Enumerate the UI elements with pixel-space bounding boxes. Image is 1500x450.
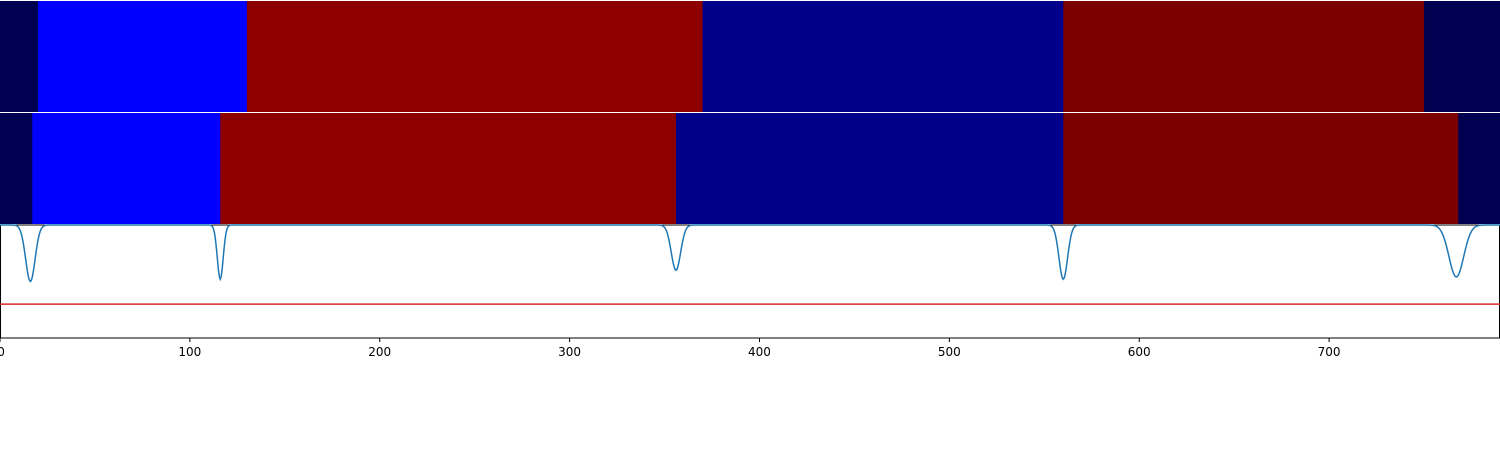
x-tick-label-400: 400 <box>748 345 771 359</box>
track-2 <box>0 113 1500 224</box>
x-tick-label-500: 500 <box>938 345 961 359</box>
track-1-segment-2 <box>37 1 248 112</box>
track-2-segment-3 <box>220 113 677 224</box>
track-2-segment-4 <box>675 113 1064 224</box>
x-tick-label-0: 0 <box>0 345 5 359</box>
track-1-segment-5 <box>1063 1 1425 112</box>
track-2-segment-5 <box>1063 113 1459 224</box>
x-tick-label-200: 200 <box>368 345 391 359</box>
heatmap-tracks <box>0 1 1500 224</box>
track-1 <box>0 1 1500 112</box>
x-tick-label-100: 100 <box>178 345 201 359</box>
track-2-segment-1 <box>0 113 33 224</box>
line-panel <box>0 224 1500 339</box>
signal-line <box>0 224 1500 283</box>
x-tick-label-700: 700 <box>1318 345 1341 359</box>
x-axis: 0 100 200 300 400 500 600 700 <box>0 338 1341 359</box>
track-1-segment-4 <box>702 1 1064 112</box>
track-1-segment-6 <box>1424 1 1500 112</box>
track-1-segment-1 <box>0 1 39 112</box>
track-2-segment-6 <box>1458 113 1500 224</box>
track-2-segment-2 <box>32 113 221 224</box>
track-1-segment-3 <box>246 1 704 112</box>
x-tick-label-600: 600 <box>1128 345 1151 359</box>
x-tick-label-300: 300 <box>558 345 581 359</box>
